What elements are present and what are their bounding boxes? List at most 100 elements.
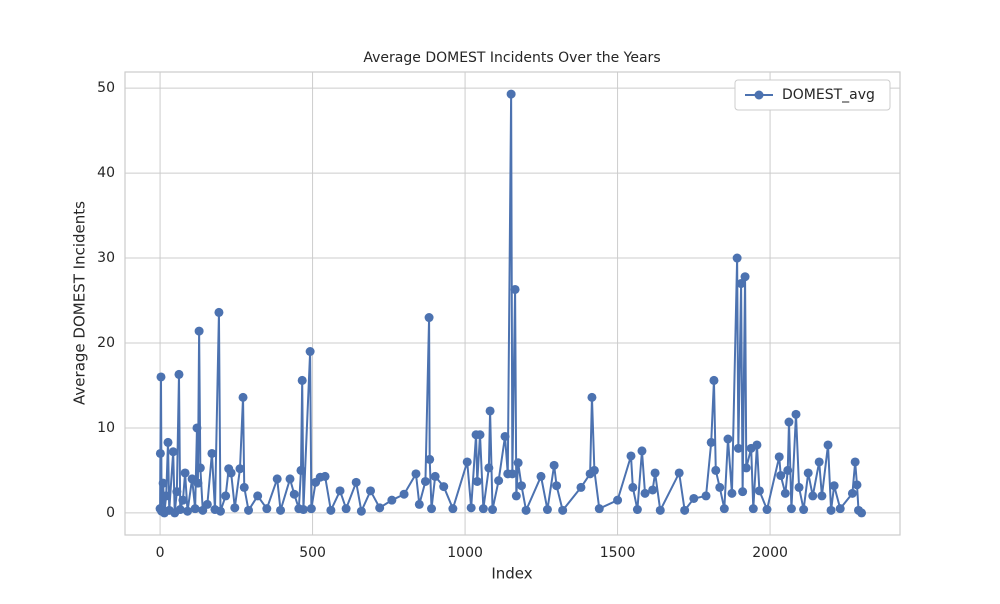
data-point xyxy=(193,478,203,488)
data-point xyxy=(462,457,472,467)
data-point xyxy=(640,488,650,498)
data-point xyxy=(648,485,658,495)
data-point xyxy=(215,506,225,516)
data-point xyxy=(387,495,397,505)
data-point xyxy=(207,448,217,458)
data-point xyxy=(414,499,424,509)
data-point xyxy=(536,471,546,481)
data-point xyxy=(298,505,308,515)
y-tick-label: 20 xyxy=(97,335,115,351)
data-point xyxy=(727,488,737,498)
data-point xyxy=(558,505,568,515)
data-point xyxy=(484,463,494,473)
data-point xyxy=(826,505,836,515)
data-point xyxy=(175,505,185,515)
data-point xyxy=(296,465,306,475)
data-point xyxy=(791,409,801,419)
data-point xyxy=(289,489,299,499)
data-point xyxy=(709,375,719,385)
data-point xyxy=(552,481,562,491)
data-point xyxy=(626,451,636,461)
y-tick-label: 0 xyxy=(106,505,115,521)
data-point xyxy=(506,89,516,99)
data-point xyxy=(589,465,599,475)
data-point xyxy=(719,504,729,514)
data-point xyxy=(320,471,330,481)
data-point xyxy=(655,505,665,515)
data-point xyxy=(488,505,498,515)
data-point xyxy=(521,505,531,515)
data-point xyxy=(192,423,202,433)
data-point xyxy=(194,326,204,336)
legend-label: DOMEST_avg xyxy=(782,87,875,103)
data-point xyxy=(448,504,458,514)
data-point xyxy=(650,468,660,478)
data-point xyxy=(425,454,435,464)
data-point xyxy=(835,504,845,514)
data-point xyxy=(511,491,521,501)
data-point xyxy=(163,437,173,447)
x-tick-label: 1500 xyxy=(600,545,636,561)
x-tick-label: 0 xyxy=(156,545,165,561)
data-point xyxy=(478,504,488,514)
data-point xyxy=(689,493,699,503)
data-point xyxy=(829,481,839,491)
data-point xyxy=(794,482,804,492)
data-point xyxy=(680,505,690,515)
data-point xyxy=(226,468,236,478)
data-point xyxy=(513,458,523,468)
data-point xyxy=(701,491,711,501)
data-point xyxy=(754,486,764,496)
data-point xyxy=(494,476,504,486)
data-point xyxy=(587,392,597,402)
data-point xyxy=(262,504,272,514)
y-tick-label: 10 xyxy=(97,420,115,436)
data-point xyxy=(424,313,434,323)
data-point xyxy=(420,476,430,486)
data-point xyxy=(500,431,510,441)
data-point xyxy=(305,346,315,356)
data-point xyxy=(202,499,212,509)
data-point xyxy=(549,460,559,470)
data-point xyxy=(736,279,746,289)
data-point xyxy=(356,506,366,516)
data-point xyxy=(740,272,750,282)
data-point xyxy=(155,448,165,458)
data-point xyxy=(180,468,190,478)
legend-marker xyxy=(754,90,764,100)
data-point xyxy=(774,452,784,462)
data-point xyxy=(733,443,743,453)
x-tick-label: 2000 xyxy=(752,545,788,561)
data-point xyxy=(803,468,813,478)
y-axis-label: Average DOMEST Incidents xyxy=(71,201,89,405)
chart-title: Average DOMEST Incidents Over the Years xyxy=(363,50,660,66)
data-point xyxy=(847,488,857,498)
data-point xyxy=(244,505,254,515)
data-point xyxy=(161,491,171,501)
x-tick-label: 1000 xyxy=(447,545,483,561)
data-point xyxy=(808,491,818,501)
data-point xyxy=(510,284,520,294)
data-point xyxy=(158,478,168,488)
data-point xyxy=(168,447,178,457)
data-point xyxy=(430,471,440,481)
data-point xyxy=(183,506,193,516)
data-point xyxy=(172,487,182,497)
data-point xyxy=(637,446,647,456)
data-point xyxy=(253,491,263,501)
data-point xyxy=(542,505,552,515)
data-point xyxy=(238,392,248,402)
data-point xyxy=(306,504,316,514)
data-point xyxy=(741,463,751,473)
data-point xyxy=(852,480,862,490)
data-point xyxy=(507,469,517,479)
data-point xyxy=(351,477,361,487)
data-point xyxy=(399,489,409,499)
data-line xyxy=(159,94,863,515)
data-point xyxy=(427,504,437,514)
data-point xyxy=(715,482,725,492)
data-point xyxy=(783,465,793,475)
data-point xyxy=(738,487,748,497)
data-point xyxy=(335,486,345,496)
